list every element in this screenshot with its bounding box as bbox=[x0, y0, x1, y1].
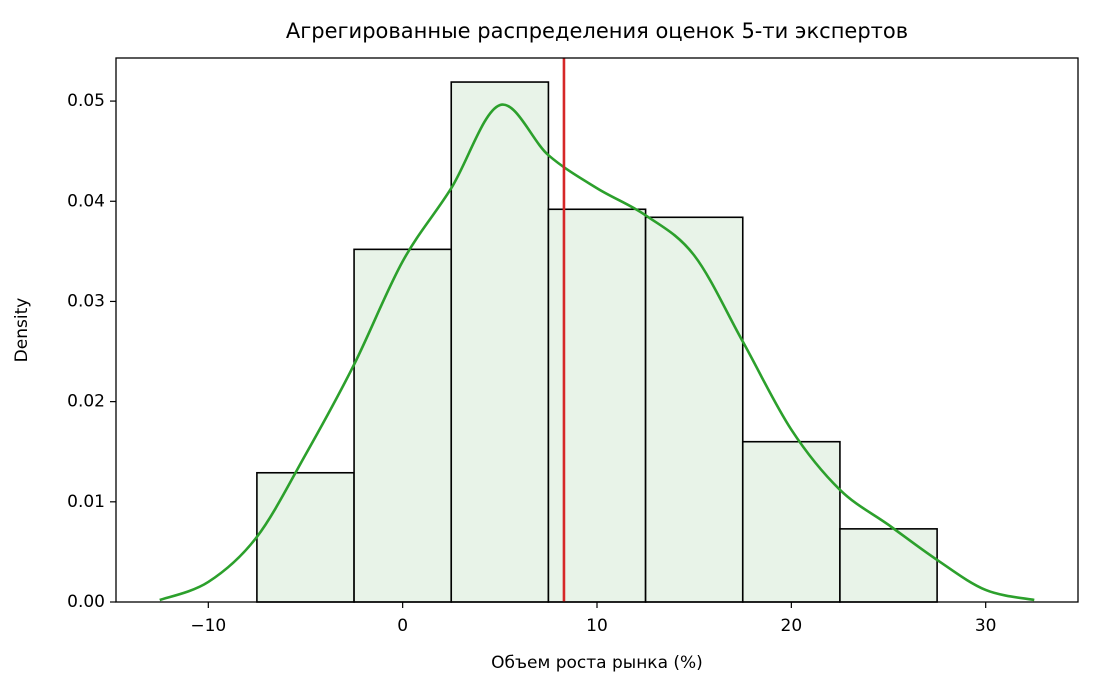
kde-line bbox=[159, 103, 1035, 602]
y-tick-label: 0.05 bbox=[67, 91, 105, 111]
y-tick-label: 0.01 bbox=[67, 492, 105, 512]
histogram-bar bbox=[450, 81, 550, 603]
x-axis-label: Объем роста рынка (%) bbox=[491, 653, 703, 673]
y-tick-label: 0.03 bbox=[67, 291, 105, 311]
x-tick-label: 20 bbox=[781, 616, 803, 636]
histogram-bar bbox=[353, 248, 453, 603]
y-axis-label: Density bbox=[12, 298, 32, 363]
y-tick-label: 0.00 bbox=[67, 592, 105, 612]
histogram-bar bbox=[256, 471, 355, 603]
y-tick-label: 0.02 bbox=[67, 392, 105, 412]
y-tick-label: 0.04 bbox=[67, 191, 105, 211]
x-tick-label: 0 bbox=[397, 616, 408, 636]
x-tick-label: −10 bbox=[190, 616, 226, 636]
histogram-bar bbox=[741, 440, 841, 603]
histogram-bar bbox=[644, 216, 744, 603]
chart-title: Агрегированные распределения оценок 5-ти… bbox=[286, 19, 908, 43]
histogram-bar bbox=[839, 528, 938, 603]
x-tick-label: 30 bbox=[975, 616, 997, 636]
x-tick-label: 10 bbox=[586, 616, 608, 636]
